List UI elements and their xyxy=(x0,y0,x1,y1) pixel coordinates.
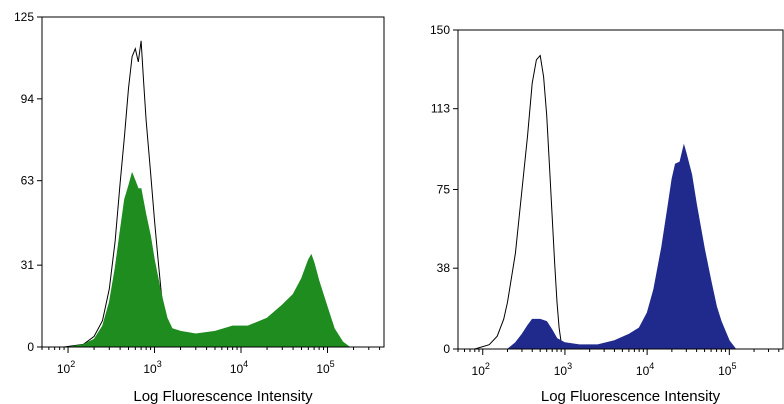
y-tick-label: 0 xyxy=(443,342,450,356)
y-tick-label: 31 xyxy=(21,258,35,272)
series-2-2-filled-histogram xyxy=(506,143,737,350)
x-tick-label: 105 xyxy=(718,361,736,378)
y-tick-label: 125 xyxy=(14,10,34,24)
plot-frame xyxy=(457,29,784,350)
x-tick-label: 104 xyxy=(636,361,654,378)
x-tick-label: 103 xyxy=(143,359,161,376)
y-tick-label: 0 xyxy=(27,340,34,354)
y-tick-label: 63 xyxy=(21,174,35,188)
y-tick-label: 150 xyxy=(430,23,450,37)
x-axis-title: Log Fluorescence Intensity xyxy=(133,388,313,404)
series-2-1-outline-histogram xyxy=(474,54,566,350)
y-tick-label: 113 xyxy=(431,102,450,116)
series-1-2-filled-histogram xyxy=(67,171,351,348)
y-tick-label: 38 xyxy=(437,261,451,275)
x-tick-label: 104 xyxy=(230,359,248,376)
x-tick-label: 103 xyxy=(554,361,572,378)
plot-frame xyxy=(41,16,385,348)
y-tick-label: 94 xyxy=(21,92,35,106)
x-tick-label: 102 xyxy=(57,359,75,376)
x-tick-label: 105 xyxy=(316,359,334,376)
x-axis-title: Log Fluorescence Intensity xyxy=(541,388,721,404)
y-tick-label: 75 xyxy=(437,183,451,197)
histogram-panel-2: 0 38 75 113 150 102 103 104 105 Log Fluorescence … xyxy=(430,23,784,404)
x-tick-label: 102 xyxy=(472,361,490,378)
